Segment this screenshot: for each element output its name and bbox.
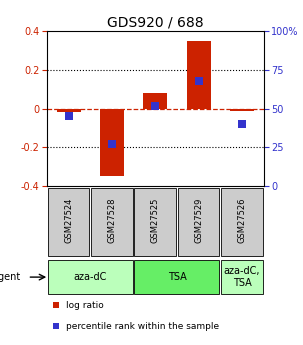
Bar	[135, 188, 176, 256]
Bar	[221, 260, 263, 294]
Text: agent: agent	[0, 272, 21, 282]
Text: GSM27525: GSM27525	[151, 198, 160, 243]
Point	[240, 121, 245, 127]
Point	[53, 303, 58, 308]
Bar	[57, 109, 81, 112]
Text: aza-dC,
TSA: aza-dC, TSA	[224, 266, 260, 288]
Bar	[230, 109, 254, 110]
Text: GSM27529: GSM27529	[194, 198, 203, 243]
Title: GDS920 / 688: GDS920 / 688	[107, 16, 204, 30]
Text: GSM27526: GSM27526	[238, 198, 246, 244]
Bar	[100, 109, 124, 176]
Bar	[48, 188, 89, 256]
Bar	[91, 188, 133, 256]
Point	[196, 78, 201, 83]
Point	[153, 103, 158, 108]
Point	[66, 114, 71, 119]
Text: percentile rank within the sample: percentile rank within the sample	[66, 322, 220, 331]
Text: TSA: TSA	[168, 272, 186, 282]
Bar	[135, 260, 219, 294]
Text: aza-dC: aza-dC	[74, 272, 107, 282]
Bar	[143, 93, 167, 109]
Text: GSM27524: GSM27524	[64, 198, 73, 243]
Bar	[178, 188, 219, 256]
Bar	[221, 188, 263, 256]
Point	[110, 141, 115, 147]
Text: log ratio: log ratio	[66, 301, 104, 310]
Bar	[187, 41, 211, 109]
Text: GSM27528: GSM27528	[108, 198, 116, 244]
Bar	[48, 260, 133, 294]
Point	[53, 324, 58, 329]
